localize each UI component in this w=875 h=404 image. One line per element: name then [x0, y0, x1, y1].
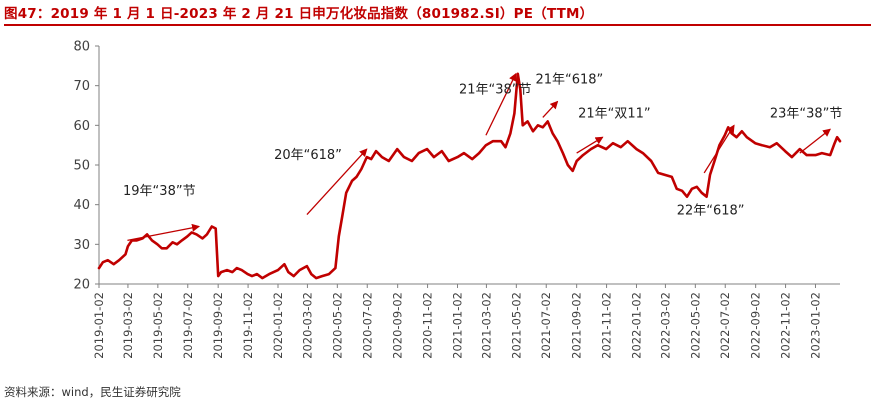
x-tick-label: 2020-05-02 — [330, 292, 344, 359]
x-tick-label: 2021-09-02 — [570, 292, 584, 359]
x-tick-label: 2022-11-02 — [779, 292, 793, 359]
y-tick-label: 70 — [73, 79, 90, 94]
x-tick-label: 2022-03-02 — [658, 292, 672, 359]
annotation-arrow — [542, 100, 559, 118]
x-tick-label: 2019-03-02 — [121, 292, 135, 359]
annotation-label: 19年“38”节 — [123, 184, 196, 199]
x-tick-label: 2021-11-02 — [600, 292, 614, 359]
y-tick-label: 60 — [73, 119, 90, 134]
x-tick-label: 2019-05-02 — [151, 292, 165, 359]
x-tick-label: 2020-01-02 — [271, 292, 285, 359]
x-tick-label: 2020-03-02 — [300, 292, 314, 359]
title-rule — [4, 24, 871, 26]
x-tick-label: 2020-07-02 — [360, 292, 374, 359]
series-line — [97, 72, 842, 280]
x-tick-label: 2019-11-02 — [241, 292, 255, 359]
x-tick-label: 2021-05-02 — [509, 292, 523, 359]
annotation-arrow — [485, 72, 517, 136]
annotation-arrow — [306, 148, 368, 216]
annotation-arrow — [576, 136, 604, 154]
y-tick-label: 20 — [73, 278, 90, 293]
y-tick-label: 30 — [73, 238, 90, 253]
x-tick-label: 2020-11-02 — [421, 292, 435, 359]
source-note: 资料来源：wind，民生证券研究院 — [4, 385, 181, 399]
y-tick-label: 50 — [73, 159, 90, 174]
annotation-label: 22年“618” — [677, 204, 745, 219]
annotation-arrow — [799, 128, 831, 154]
annotation-arrow — [127, 223, 201, 242]
y-tick-label: 40 — [73, 198, 90, 213]
annotation-label: 20年“618” — [274, 148, 342, 163]
x-tick-label: 2022-09-02 — [749, 292, 763, 359]
annotation-label: 21年“618” — [535, 73, 603, 88]
x-tick-label: 2022-01-02 — [629, 292, 643, 359]
x-tick-label: 2021-01-02 — [450, 292, 464, 359]
y-tick-label: 80 — [73, 40, 90, 55]
annotation-arrow — [703, 124, 735, 174]
x-tick-label: 2019-07-02 — [181, 292, 195, 359]
x-tick-label: 2019-09-02 — [211, 292, 225, 359]
x-tick-label: 2021-03-02 — [479, 292, 493, 359]
chart-title: 图47：2019 年 1 月 1 日-2023 年 2 月 21 日申万化妆品指… — [4, 6, 594, 22]
x-tick-label: 2022-05-02 — [688, 292, 702, 359]
annotation-label: 21年“双11” — [578, 106, 651, 121]
annotation-label: 23年“38”节 — [770, 106, 843, 121]
x-tick-label: 2021-07-02 — [539, 292, 553, 359]
x-tick-label: 2023-01-02 — [808, 292, 822, 359]
x-tick-label: 2022-07-02 — [718, 292, 732, 359]
x-tick-label: 2020-09-02 — [391, 292, 405, 359]
x-tick-label: 2019-01-02 — [92, 292, 106, 359]
annotation-label: 21年“38”节 — [459, 83, 532, 98]
